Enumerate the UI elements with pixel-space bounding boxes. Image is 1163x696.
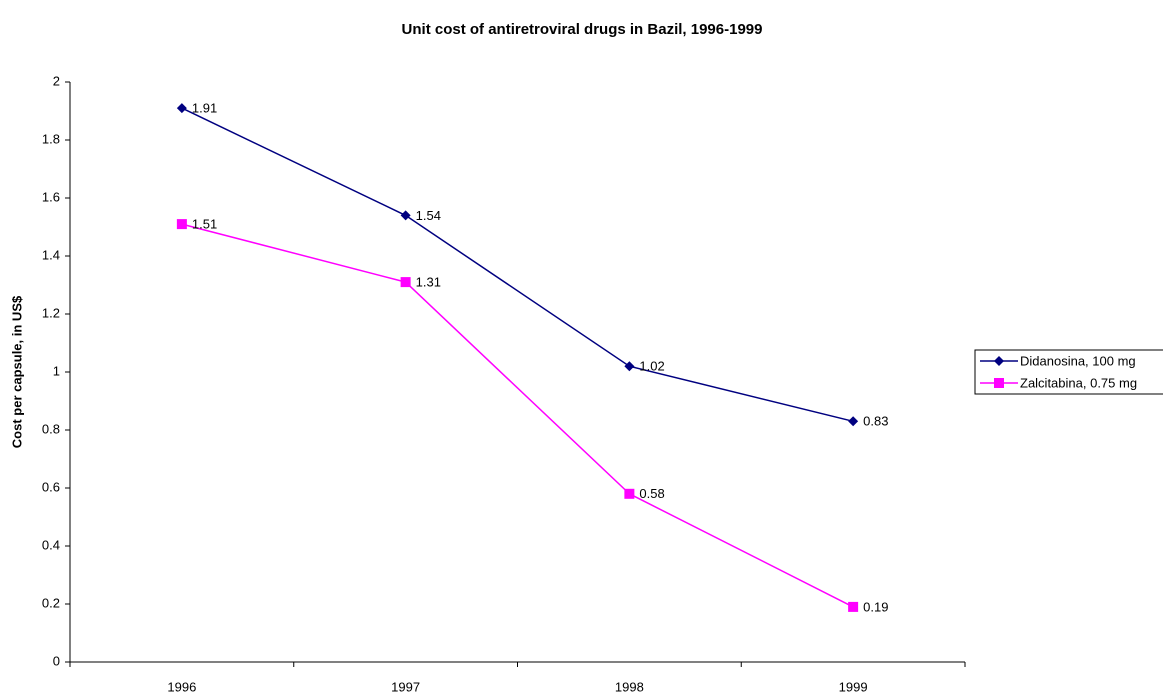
y-tick-label: 1.6 [42, 189, 60, 204]
x-tick-label: 1998 [615, 679, 644, 694]
data-label: 1.51 [192, 217, 217, 232]
data-label: 0.58 [639, 486, 664, 501]
legend-box [974, 349, 1163, 395]
x-tick-label: 1999 [839, 679, 868, 694]
legend-marker [994, 378, 1004, 388]
y-tick-label: 0.6 [42, 479, 60, 494]
data-label: 1.02 [639, 359, 664, 374]
data-label: 1.91 [192, 101, 217, 116]
y-tick-label: 1.4 [42, 247, 60, 262]
data-label: 1.31 [416, 275, 441, 290]
chart-title: Unit cost of antiretroviral drugs in Baz… [402, 21, 763, 38]
x-tick-label: 1997 [391, 679, 420, 694]
data-label: 1.54 [416, 208, 441, 223]
point [624, 361, 635, 372]
series-line [181, 107, 854, 423]
legend-marker [994, 356, 1004, 366]
point [848, 601, 859, 612]
point [400, 210, 411, 221]
y-tick-label: 1.8 [42, 131, 60, 146]
legend-label: Didanosina, 100 mg [1020, 353, 1136, 368]
x-tick-label: 1996 [167, 679, 196, 694]
point [624, 488, 635, 499]
point [176, 219, 187, 230]
y-tick-label: 2 [53, 73, 60, 88]
data-label: 0.83 [863, 414, 888, 429]
data-label: 0.19 [863, 599, 888, 614]
y-tick-label: 0.4 [42, 537, 60, 552]
y-axis-label: Cost per capsule, in US$ [9, 295, 24, 448]
legend-label: Zalcitabina, 0.75 mg [1020, 375, 1137, 390]
point [400, 277, 411, 288]
y-tick-label: 0 [53, 653, 60, 668]
y-tick-label: 0.2 [42, 595, 60, 610]
point [848, 416, 859, 427]
point [176, 103, 187, 114]
y-tick-label: 1 [53, 363, 60, 378]
series-line [181, 223, 854, 608]
y-tick-label: 0.8 [42, 421, 60, 436]
y-tick-label: 1.2 [42, 305, 60, 320]
